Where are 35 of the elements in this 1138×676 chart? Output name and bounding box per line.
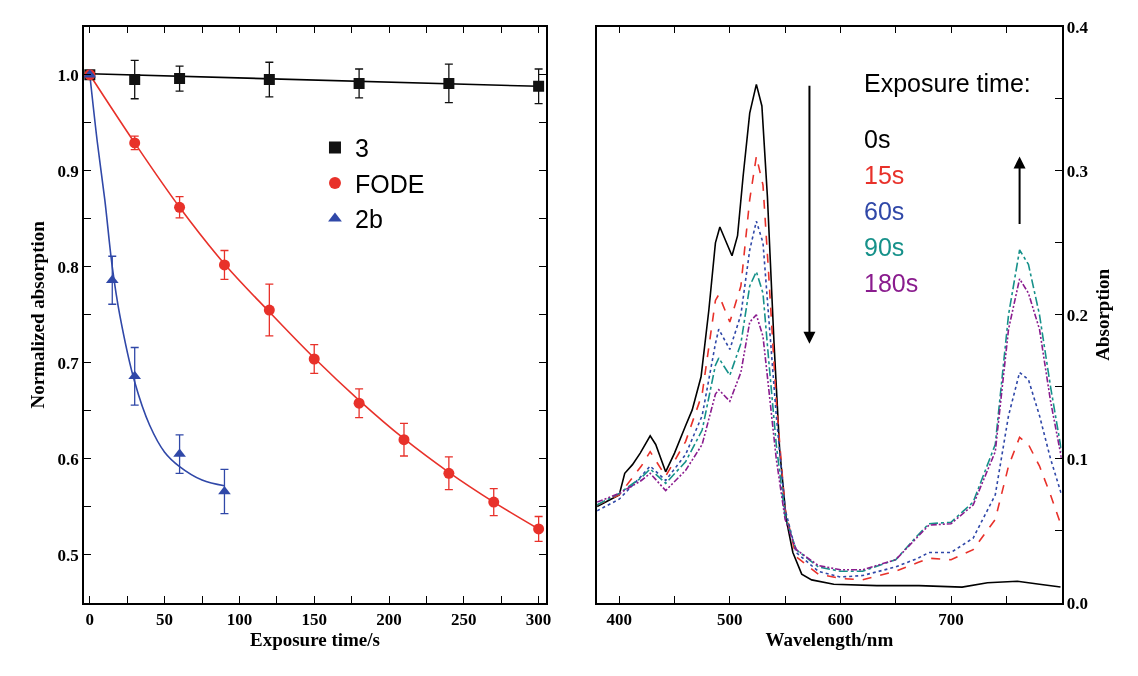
x-tick-label: 500 bbox=[717, 610, 743, 630]
legend-label: FODE bbox=[354, 169, 425, 198]
y-axis-title: Normalized absorption bbox=[26, 220, 48, 409]
text: 90s bbox=[864, 233, 905, 261]
text: 15s bbox=[864, 161, 905, 189]
y-tick-label: 0.7 bbox=[57, 353, 80, 373]
x-tick-label: 200 bbox=[376, 610, 402, 630]
y-tick-label: 0.0 bbox=[1066, 593, 1089, 613]
x-tick-label: 0 bbox=[85, 610, 95, 630]
text: 60s bbox=[864, 197, 905, 225]
x-tick-label: 100 bbox=[226, 610, 253, 630]
text: 0s bbox=[864, 125, 891, 153]
x-tick-label: 50 bbox=[156, 610, 174, 630]
y-tick-label: 0.2 bbox=[1066, 305, 1089, 325]
x-tick-label: 600 bbox=[827, 610, 854, 630]
y-tick-label: 1.0 bbox=[57, 65, 79, 85]
x-tick-label: 400 bbox=[606, 610, 632, 630]
y-tick-label: 0.1 bbox=[1066, 449, 1089, 469]
x-tick-label: 300 bbox=[525, 610, 552, 630]
y-tick-label: 0.3 bbox=[1066, 161, 1089, 181]
y-tick-label: 0.5 bbox=[57, 545, 79, 565]
legend-title: Exposure time: bbox=[864, 69, 1031, 97]
y-tick-label: 0.9 bbox=[57, 161, 79, 181]
x-tick-label: 700 bbox=[938, 610, 964, 630]
legend-label: 2b bbox=[354, 205, 383, 234]
legend-label: 3 bbox=[354, 134, 369, 163]
y-tick-label: 0.4 bbox=[1066, 17, 1089, 37]
y-axis-title: Absorption bbox=[1091, 268, 1113, 361]
x-tick-label: 150 bbox=[301, 610, 327, 630]
x-tick-label: 250 bbox=[451, 610, 477, 630]
y-tick-label: 0.8 bbox=[57, 257, 79, 277]
x-axis-title: Wavelength/nm bbox=[765, 629, 894, 651]
text: 180s bbox=[864, 269, 919, 297]
x-axis-title: Exposure time/s bbox=[249, 629, 380, 651]
y-tick-label: 0.6 bbox=[57, 449, 79, 469]
